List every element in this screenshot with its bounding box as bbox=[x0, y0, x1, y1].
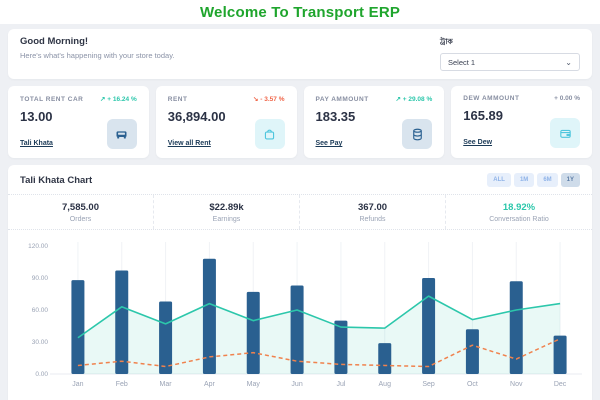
greeting-block: Good Morning! Here's what's happening wi… bbox=[20, 36, 174, 71]
svg-text:Jul: Jul bbox=[336, 381, 345, 388]
svg-text:May: May bbox=[247, 381, 261, 388]
svg-text:Sep: Sep bbox=[422, 381, 435, 388]
stat-card-dew-ammount: DEW AMMOUNT + 0.00 % 165.89 See Dew bbox=[451, 86, 592, 158]
trend-flat-badge: + 0.00 % bbox=[554, 95, 580, 102]
shopping-bag-icon bbox=[254, 119, 285, 149]
svg-text:Nov: Nov bbox=[510, 381, 523, 388]
trend-up-badge: ↗ + 16.24 % bbox=[100, 96, 137, 103]
range-button-1y[interactable]: 1Y bbox=[560, 173, 580, 187]
trend-up-badge: ↗ + 29.08 % bbox=[395, 96, 433, 103]
svg-text:Jun: Jun bbox=[291, 381, 302, 388]
svg-text:Feb: Feb bbox=[116, 381, 128, 388]
database-icon bbox=[402, 119, 433, 149]
svg-text:30.00: 30.00 bbox=[32, 339, 49, 346]
greeting-subtitle: Here's what's happening with your store … bbox=[20, 51, 175, 60]
summary-earnings: $22.89k Earnings bbox=[154, 195, 300, 229]
truck-select[interactable]: Select 1 ⌄ bbox=[440, 53, 580, 71]
wallet-icon bbox=[550, 118, 580, 148]
range-button-6m[interactable]: 6M bbox=[537, 173, 558, 187]
svg-text:Oct: Oct bbox=[467, 381, 478, 388]
svg-text:Mar: Mar bbox=[160, 381, 173, 388]
stat-cards-row: TOTAL RENT CAR ↗ + 16.24 % 13.00 Tali Kh… bbox=[8, 86, 592, 158]
summary-orders: 7,585.00 Orders bbox=[8, 195, 154, 229]
summary-conversation-ratio: 18.92% Conversation Ratio bbox=[489, 202, 549, 223]
svg-text:120.00: 120.00 bbox=[28, 243, 48, 250]
svg-text:Aug: Aug bbox=[379, 381, 392, 388]
svg-text:60.00: 60.00 bbox=[32, 307, 49, 314]
truck-filter-label: ট্রাক bbox=[440, 37, 453, 46]
stat-card-pay-ammount: PAY AMMOUNT ↗ + 29.08 % 183.35 See Pay bbox=[303, 86, 445, 158]
stat-label: TOTAL RENT CAR bbox=[20, 96, 84, 103]
combo-chart: 120.00 90.00 60.00 30.00 0.00 Jan Feb Mar Apr May… bbox=[8, 230, 592, 400]
truck-filter-group: ট্রাক Select 1 ⌄ bbox=[440, 36, 580, 71]
summary-refunds: 367.00 Refunds bbox=[300, 195, 446, 229]
stat-label: DEW AMMOUNT bbox=[463, 95, 520, 102]
svg-text:Dec: Dec bbox=[554, 381, 567, 388]
view-all-rent-link[interactable]: View all Rent bbox=[167, 140, 211, 147]
stat-value: 165.89 bbox=[463, 108, 504, 123]
stat-card-rent: RENT ↘ - 3.57 % 36,894.00 View all Rent bbox=[155, 86, 297, 158]
stat-value: 183.35 bbox=[315, 109, 356, 124]
tali-khata-link[interactable]: Tali Khata bbox=[20, 140, 53, 147]
svg-text:0.00: 0.00 bbox=[35, 371, 48, 378]
stat-label: RENT bbox=[167, 96, 188, 103]
stat-label: PAY AMMOUNT bbox=[315, 96, 369, 103]
trend-down-badge: ↘ - 3.57 % bbox=[253, 96, 285, 103]
greeting-card: Good Morning! Here's what's happening wi… bbox=[8, 29, 592, 79]
chevron-down-icon: ⌄ bbox=[565, 57, 572, 67]
car-icon bbox=[106, 119, 137, 149]
dashboard-page: Good Morning! Here's what's happening wi… bbox=[0, 24, 600, 400]
stat-card-total-rent-car: TOTAL RENT CAR ↗ + 16.24 % 13.00 Tali Kh… bbox=[8, 86, 149, 158]
greeting-title: Good Morning! bbox=[20, 36, 89, 47]
range-button-all[interactable]: ALL bbox=[487, 173, 511, 187]
stat-value: 13.00 bbox=[20, 109, 53, 124]
page-title: Welcome To Transport ERP bbox=[199, 3, 401, 21]
svg-text:Apr: Apr bbox=[204, 381, 216, 388]
chart-canvas: 120.00 90.00 60.00 30.00 0.00 Jan Feb Mar Apr May… bbox=[28, 242, 582, 388]
app-header: Welcome To Transport ERP bbox=[0, 0, 600, 24]
truck-select-value: Select 1 bbox=[448, 57, 476, 67]
svg-text:Jan: Jan bbox=[72, 381, 83, 388]
see-pay-link[interactable]: See Pay bbox=[315, 140, 343, 147]
svg-text:90.00: 90.00 bbox=[32, 275, 49, 282]
range-button-1m[interactable]: 1M bbox=[513, 173, 535, 187]
chart-title: Tali Khata Chart bbox=[20, 174, 93, 186]
stat-value: 36,894.00 bbox=[167, 109, 226, 124]
range-button-group: ALL 1M 6M 1Y bbox=[487, 173, 580, 187]
tali-khata-chart-card: Tali Khata Chart ALL 1M 6M 1Y 7,585.00 Orde… bbox=[8, 165, 592, 400]
chart-summary-strip: 7,585.00 Orders $22.89k Earnings 367.00 … bbox=[8, 194, 592, 230]
see-dew-link[interactable]: See Dew bbox=[463, 139, 493, 146]
